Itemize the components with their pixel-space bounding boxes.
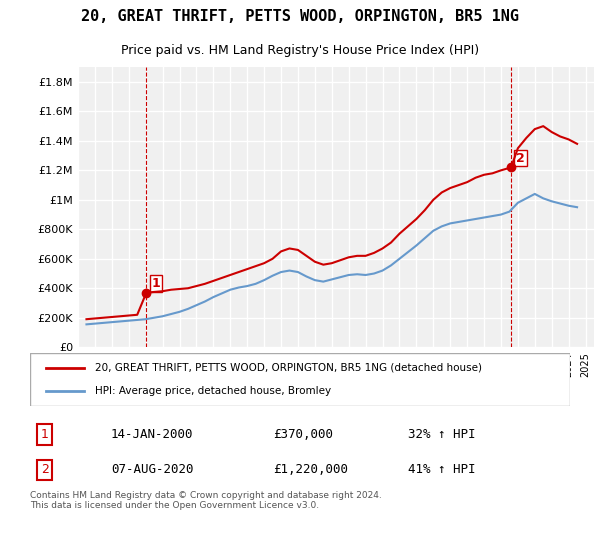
Text: 41% ↑ HPI: 41% ↑ HPI bbox=[408, 463, 476, 477]
Text: 2: 2 bbox=[41, 463, 49, 477]
Text: 2: 2 bbox=[516, 152, 525, 165]
Text: Price paid vs. HM Land Registry's House Price Index (HPI): Price paid vs. HM Land Registry's House … bbox=[121, 44, 479, 57]
Text: Contains HM Land Registry data © Crown copyright and database right 2024.
This d: Contains HM Land Registry data © Crown c… bbox=[30, 491, 382, 510]
Text: 1: 1 bbox=[41, 428, 49, 441]
FancyBboxPatch shape bbox=[30, 353, 570, 406]
Text: 32% ↑ HPI: 32% ↑ HPI bbox=[408, 428, 476, 441]
Text: 20, GREAT THRIFT, PETTS WOOD, ORPINGTON, BR5 1NG (detached house): 20, GREAT THRIFT, PETTS WOOD, ORPINGTON,… bbox=[95, 363, 482, 373]
Text: HPI: Average price, detached house, Bromley: HPI: Average price, detached house, Brom… bbox=[95, 386, 331, 396]
Text: 20, GREAT THRIFT, PETTS WOOD, ORPINGTON, BR5 1NG: 20, GREAT THRIFT, PETTS WOOD, ORPINGTON,… bbox=[81, 10, 519, 24]
Text: £1,220,000: £1,220,000 bbox=[273, 463, 348, 477]
Text: 07-AUG-2020: 07-AUG-2020 bbox=[111, 463, 193, 477]
Text: £370,000: £370,000 bbox=[273, 428, 333, 441]
Text: 1: 1 bbox=[151, 277, 160, 290]
Text: 14-JAN-2000: 14-JAN-2000 bbox=[111, 428, 193, 441]
